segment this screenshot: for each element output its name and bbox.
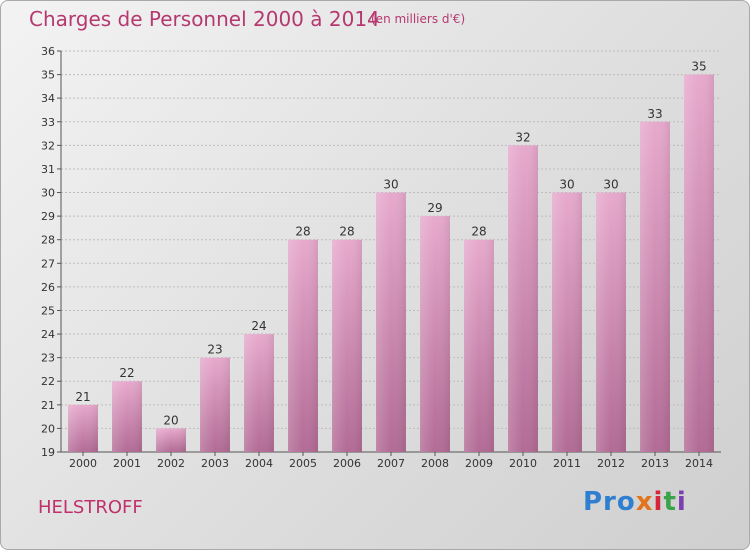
y-tick-label: 27 (41, 257, 55, 270)
y-tick-label: 28 (41, 234, 55, 247)
bars (68, 74, 714, 453)
data-label: 28 (471, 225, 486, 239)
bar-shine (552, 192, 582, 452)
x-tick-label: 2006 (333, 457, 361, 470)
data-label: 32 (515, 130, 530, 144)
x-tick-label: 2007 (377, 457, 405, 470)
y-tick-label: 36 (41, 45, 55, 58)
chart-subtitle: (en milliers d'€) (371, 12, 466, 26)
y-tick-label: 29 (41, 210, 55, 223)
data-label: 30 (383, 178, 398, 192)
data-label: 35 (691, 60, 706, 74)
bar-shine (68, 404, 98, 452)
y-tick-label: 20 (41, 422, 55, 435)
y-tick-label: 35 (41, 69, 55, 82)
x-tick-label: 2001 (113, 457, 141, 470)
y-tick-label: 30 (41, 187, 55, 200)
data-label: 30 (603, 178, 618, 192)
bar-shine (640, 121, 670, 452)
y-tick-label: 24 (41, 328, 55, 341)
x-tick-label: 2000 (69, 457, 97, 470)
logo-part: i (676, 487, 687, 517)
y-tick-label: 33 (41, 116, 55, 129)
data-label: 20 (163, 413, 178, 427)
bar-shine (508, 145, 538, 452)
x-tick-label: 2003 (201, 457, 229, 470)
chart-title: Charges de Personnel 2000 à 2014 (29, 7, 380, 31)
y-tick-label: 25 (41, 304, 55, 317)
y-tick-label: 21 (41, 399, 55, 412)
x-tick-label: 2002 (157, 457, 185, 470)
x-tick-label: 2004 (245, 457, 273, 470)
logo-part: i (653, 487, 664, 517)
x-tick-label: 2009 (465, 457, 493, 470)
bar-shine (684, 74, 714, 453)
x-tick-label: 2013 (641, 457, 669, 470)
bar-shine (332, 239, 362, 452)
bar-shine (596, 192, 626, 452)
y-tick-label: 32 (41, 139, 55, 152)
data-label: 30 (559, 178, 574, 192)
y-tick-label: 34 (41, 92, 55, 105)
bar-shine (156, 428, 186, 452)
labels: 19 20 21 22 23 24 25 26 27 28 29 30 31 32 33 34 35 36 21 20… (41, 45, 713, 470)
place-name: HELSTROFF (38, 497, 143, 518)
data-label: 24 (251, 319, 266, 333)
data-label: 29 (427, 201, 442, 215)
y-tick-label: 26 (41, 281, 55, 294)
y-tick-label: 23 (41, 352, 55, 365)
bar-shine (244, 334, 274, 452)
y-tick-label: 31 (41, 163, 55, 176)
y-tick-label: 19 (41, 446, 55, 459)
x-tick-label: 2011 (553, 457, 581, 470)
x-tick-label: 2005 (289, 457, 317, 470)
data-label: 22 (119, 366, 134, 380)
logo-part: Pro (583, 487, 636, 517)
logo-part: x (635, 487, 654, 517)
bar-shine (112, 381, 142, 452)
data-label: 33 (647, 107, 662, 121)
data-label: 23 (207, 343, 222, 357)
x-tick-label: 2014 (685, 457, 713, 470)
bar-shine (464, 239, 494, 452)
bar-shine (288, 239, 318, 452)
x-tick-label: 2008 (421, 457, 449, 470)
proxiti-logo[interactable]: Proxiti (583, 487, 687, 517)
data-label: 28 (295, 225, 310, 239)
y-tick-label: 22 (41, 375, 55, 388)
bar-shine (376, 192, 406, 452)
bar-shine (200, 357, 230, 452)
logo-part: t (663, 487, 677, 517)
x-tick-label: 2010 (509, 457, 537, 470)
data-label: 28 (339, 225, 354, 239)
x-tick-label: 2012 (597, 457, 625, 470)
bar-shine (420, 216, 450, 452)
data-label: 21 (75, 390, 90, 404)
